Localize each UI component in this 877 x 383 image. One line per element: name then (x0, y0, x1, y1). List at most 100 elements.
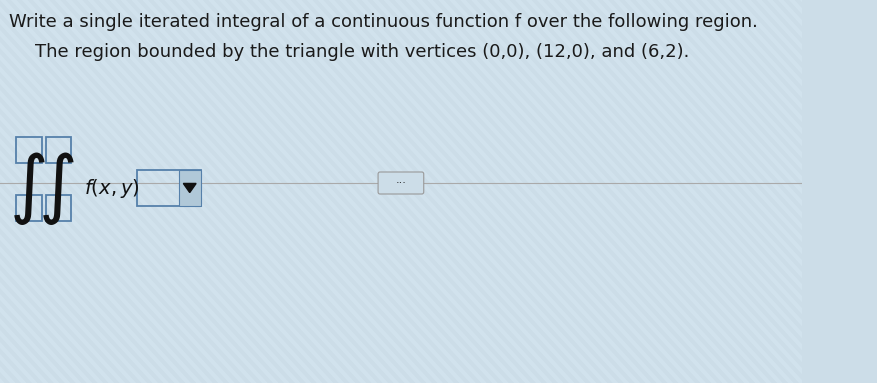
Polygon shape (54, 0, 410, 383)
Polygon shape (438, 0, 793, 383)
Polygon shape (0, 0, 180, 383)
Polygon shape (0, 0, 26, 383)
Polygon shape (197, 0, 552, 383)
Polygon shape (0, 0, 289, 383)
Polygon shape (0, 0, 38, 383)
Polygon shape (471, 0, 825, 383)
Polygon shape (405, 0, 759, 383)
Polygon shape (0, 0, 103, 383)
Polygon shape (0, 0, 16, 383)
Polygon shape (0, 0, 355, 383)
Text: $\int$: $\int$ (39, 149, 75, 226)
Polygon shape (32, 0, 388, 383)
Polygon shape (328, 0, 683, 383)
Text: $f\mathit{(x,y)}$: $f\mathit{(x,y)}$ (84, 177, 139, 200)
Polygon shape (876, 0, 877, 383)
Polygon shape (0, 0, 344, 383)
Polygon shape (208, 0, 563, 383)
Polygon shape (120, 0, 475, 383)
Polygon shape (591, 0, 877, 383)
Polygon shape (493, 0, 847, 383)
Polygon shape (0, 0, 300, 383)
Polygon shape (394, 0, 749, 383)
Polygon shape (186, 0, 541, 383)
Polygon shape (0, 0, 146, 383)
Polygon shape (449, 0, 803, 383)
Polygon shape (537, 0, 877, 383)
Polygon shape (0, 0, 224, 383)
Polygon shape (153, 0, 508, 383)
Polygon shape (0, 0, 48, 383)
Polygon shape (0, 0, 234, 383)
Polygon shape (0, 0, 202, 383)
Polygon shape (88, 0, 442, 383)
Polygon shape (183, 183, 196, 193)
Polygon shape (0, 0, 114, 383)
Text: The region bounded by the triangle with vertices (0,0), (12,0), and (6,2).: The region bounded by the triangle with … (35, 43, 688, 61)
Polygon shape (241, 0, 595, 383)
Polygon shape (0, 0, 136, 383)
Polygon shape (230, 0, 585, 383)
Polygon shape (810, 0, 877, 383)
Polygon shape (0, 0, 190, 383)
Polygon shape (777, 0, 877, 383)
Polygon shape (569, 0, 877, 383)
Polygon shape (755, 0, 877, 383)
Polygon shape (263, 0, 617, 383)
Polygon shape (98, 0, 453, 383)
Polygon shape (733, 0, 877, 383)
Polygon shape (0, 0, 333, 383)
Polygon shape (613, 0, 877, 383)
Polygon shape (11, 0, 366, 383)
Polygon shape (132, 0, 486, 383)
Polygon shape (745, 0, 877, 383)
Polygon shape (252, 0, 607, 383)
Polygon shape (832, 0, 877, 383)
Polygon shape (0, 0, 256, 383)
Text: $\int$: $\int$ (9, 149, 46, 226)
Polygon shape (0, 0, 4, 383)
Polygon shape (503, 0, 859, 383)
Polygon shape (679, 0, 877, 383)
Polygon shape (645, 0, 877, 383)
Polygon shape (76, 0, 431, 383)
Polygon shape (339, 0, 695, 383)
Polygon shape (635, 0, 877, 383)
FancyBboxPatch shape (178, 170, 201, 206)
Polygon shape (865, 0, 877, 383)
Polygon shape (766, 0, 877, 383)
Polygon shape (361, 0, 717, 383)
Polygon shape (142, 0, 497, 383)
Polygon shape (317, 0, 673, 383)
Polygon shape (219, 0, 574, 383)
Polygon shape (372, 0, 727, 383)
Polygon shape (22, 0, 377, 383)
Polygon shape (843, 0, 877, 383)
Polygon shape (0, 0, 246, 383)
Polygon shape (854, 0, 877, 383)
Polygon shape (525, 0, 877, 383)
Polygon shape (460, 0, 815, 383)
Polygon shape (0, 0, 70, 383)
Text: Write a single iterated integral of a continuous function f over the following r: Write a single iterated integral of a co… (9, 13, 757, 31)
Polygon shape (624, 0, 877, 383)
Polygon shape (110, 0, 464, 383)
Polygon shape (711, 0, 877, 383)
Polygon shape (0, 0, 322, 383)
Polygon shape (602, 0, 877, 383)
Polygon shape (0, 0, 125, 383)
FancyBboxPatch shape (378, 172, 424, 194)
Polygon shape (657, 0, 877, 383)
Polygon shape (515, 0, 869, 383)
Polygon shape (723, 0, 877, 383)
Polygon shape (799, 0, 877, 383)
Polygon shape (0, 0, 278, 383)
Polygon shape (350, 0, 705, 383)
Polygon shape (788, 0, 877, 383)
Polygon shape (0, 0, 311, 383)
Polygon shape (274, 0, 629, 383)
Polygon shape (481, 0, 837, 383)
Polygon shape (547, 0, 877, 383)
Polygon shape (44, 0, 399, 383)
Polygon shape (0, 0, 212, 383)
